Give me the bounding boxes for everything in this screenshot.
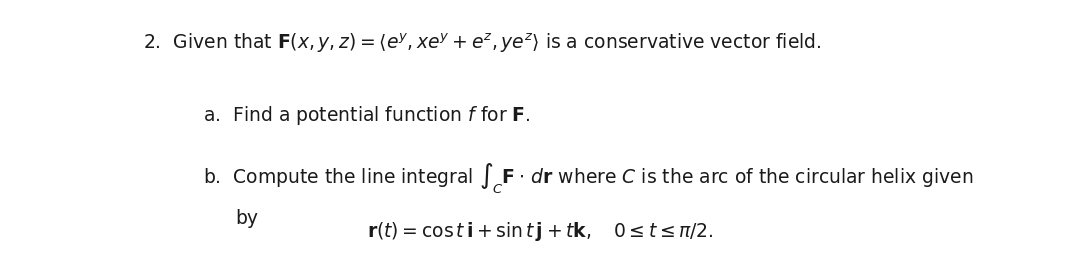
Text: by: by (235, 209, 258, 228)
Text: 2.  Given that $\mathbf{F}(x, y, z) = \langle e^y, xe^y + e^z, ye^z\rangle$ is a: 2. Given that $\mathbf{F}(x, y, z) = \la… (143, 31, 821, 55)
Text: $\mathbf{r}(t) = \cos t\,\mathbf{i} + \sin t\,\mathbf{j} + t\mathbf{k}, \quad 0 : $\mathbf{r}(t) = \cos t\,\mathbf{i} + \s… (367, 220, 713, 243)
Text: a.  Find a potential function $f$ for $\mathbf{F}$.: a. Find a potential function $f$ for $\m… (203, 104, 530, 127)
Text: b.  Compute the line integral $\int_C \mathbf{F} \cdot\, d\mathbf{r}$ where $C$ : b. Compute the line integral $\int_C \ma… (203, 161, 973, 196)
